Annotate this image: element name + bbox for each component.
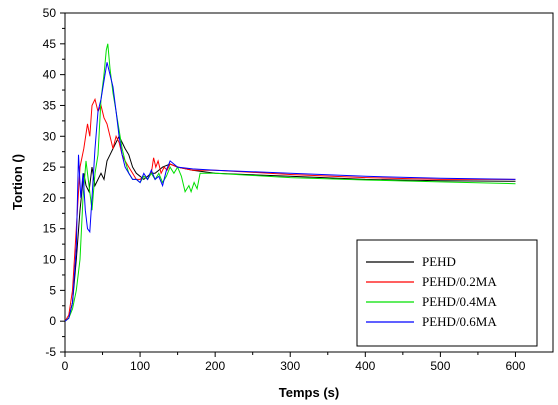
y-tick-label-7: 30 <box>43 129 57 143</box>
legend: PEHD PEHD/0.2MA PEHD/0.4MA PEHD/0.6MA <box>356 239 538 347</box>
legend-box <box>356 239 538 347</box>
legend-label-2: PEHD/0.4MA <box>422 294 497 309</box>
legend-label-0: PEHD <box>422 254 456 269</box>
x-axis-title: Temps (s) <box>279 385 339 400</box>
legend-items: PEHD PEHD/0.2MA PEHD/0.4MA PEHD/0.6MA <box>366 254 497 329</box>
x-tick-label-6: 600 <box>505 359 525 373</box>
y-tick-label-10: 45 <box>43 37 57 51</box>
y-tick-label-3: 10 <box>43 253 57 267</box>
x-tick-label-3: 300 <box>280 359 300 373</box>
y-tick-label-5: 20 <box>43 191 57 205</box>
x-tick-label-5: 500 <box>430 359 450 373</box>
series-line-1 <box>64 97 516 322</box>
y-tick-label-9: 40 <box>43 68 57 82</box>
y-axis-title: Tortion () <box>10 154 25 210</box>
y-tick-label-6: 25 <box>43 160 57 174</box>
y-tick-label-1: 0 <box>49 314 56 328</box>
x-axis: 0 100 200 300 400 500 600 <box>62 352 526 373</box>
series-layer <box>64 43 516 322</box>
x-tick-label-4: 400 <box>355 359 375 373</box>
x-tick-label-1: 100 <box>130 359 150 373</box>
x-tick-label-2: 200 <box>205 359 225 373</box>
y-tick-label-11: 50 <box>43 6 57 20</box>
y-axis: -5 0 5 10 15 20 25 30 35 40 45 50 <box>43 6 65 359</box>
y-tick-label-8: 35 <box>43 98 57 112</box>
legend-label-1: PEHD/0.2MA <box>422 274 497 289</box>
legend-label-3: PEHD/0.6MA <box>422 314 497 329</box>
x-tick-label-0: 0 <box>62 359 69 373</box>
y-tick-label-4: 15 <box>43 222 57 236</box>
y-tick-label-2: 5 <box>49 283 56 297</box>
y-tick-label-0: -5 <box>45 345 56 359</box>
series-line-3 <box>64 62 516 322</box>
